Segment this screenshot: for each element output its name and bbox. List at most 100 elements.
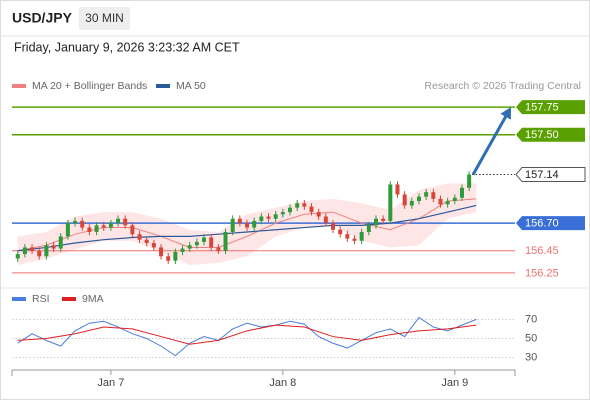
legend-swatch	[156, 84, 170, 88]
candle-body	[424, 192, 429, 197]
candle-body	[323, 216, 328, 224]
candle-body	[409, 201, 414, 206]
candle-body	[230, 218, 235, 232]
current-price-tag	[515, 167, 586, 183]
level-label: 156.45	[525, 245, 559, 257]
candle-body	[94, 225, 99, 232]
candle-body	[180, 248, 185, 252]
level-label: 156.25	[525, 267, 559, 279]
candle-body	[416, 196, 421, 202]
candle-body	[80, 220, 85, 228]
candle-body	[73, 220, 78, 224]
candle-body	[223, 231, 228, 251]
source: Research © 2026 Trading Central	[424, 80, 581, 92]
level-label: 157.75	[525, 102, 559, 114]
candle-body	[166, 256, 171, 261]
candle-body	[452, 197, 457, 202]
target-arrow	[471, 111, 510, 176]
level-tag	[516, 216, 585, 231]
candle-body	[209, 237, 214, 248]
candle-body	[431, 192, 436, 199]
legend-label: MA 20 + Bollinger Bands	[32, 80, 147, 92]
candle-body	[438, 198, 443, 205]
candle-body	[137, 234, 142, 240]
candle-body	[194, 241, 199, 246]
ma20-line	[17, 198, 477, 252]
legend-swatch	[12, 297, 26, 301]
candle-body	[366, 225, 371, 232]
candle-body	[187, 245, 192, 249]
interval[interactable]: 30 MIN	[85, 11, 124, 25]
legend-label: MA 50	[176, 80, 206, 92]
y-tick-label: 70	[525, 313, 537, 325]
candle-body	[388, 184, 393, 221]
candle-body	[345, 234, 350, 239]
level-tag	[516, 127, 585, 142]
target-arrow-head	[500, 107, 511, 120]
candle-body	[51, 245, 56, 249]
candle-body	[58, 236, 63, 249]
candle-body	[402, 194, 407, 206]
candle-body	[116, 218, 121, 224]
symbol: USD/JPY	[12, 10, 73, 26]
candle-body	[373, 218, 378, 226]
candle-body	[30, 247, 35, 251]
candle-body	[101, 225, 106, 228]
candle-body	[359, 231, 364, 241]
candle-body	[288, 207, 293, 213]
legend-label: 9MA	[82, 293, 104, 305]
candle-body	[331, 223, 336, 230]
candle-body	[302, 203, 307, 207]
candle-body	[202, 237, 207, 242]
candle-body	[252, 220, 257, 228]
candle-body	[295, 203, 300, 208]
candle-body	[309, 206, 314, 213]
candle-body	[216, 247, 221, 251]
level-label: 156.70	[525, 218, 559, 230]
x-tick-label: Jan 9	[441, 377, 468, 389]
x-tick-label: Jan 7	[97, 377, 124, 389]
legend-swatch	[12, 84, 26, 88]
candle-body	[467, 174, 472, 188]
candle-body	[266, 216, 271, 219]
candle-body	[65, 223, 70, 237]
candle-body	[108, 223, 113, 228]
candle-body	[44, 245, 49, 257]
rsi-line	[17, 324, 477, 345]
ma50-line	[17, 204, 477, 252]
current-price-label: 157.14	[525, 169, 559, 181]
timestamp: Friday, January 9, 2026 3:23:32 AM CET	[14, 40, 240, 54]
legend-swatch	[62, 297, 76, 301]
candle-body	[352, 238, 357, 241]
x-tick-label: Jan 8	[269, 377, 296, 389]
candle-body	[123, 218, 128, 226]
candle-body	[130, 225, 135, 235]
candle-body	[459, 187, 464, 198]
candle-body	[245, 223, 250, 228]
candle-body	[381, 218, 386, 221]
rsi-line	[17, 316, 477, 357]
candle-body	[37, 250, 42, 257]
candle-body	[280, 212, 285, 215]
candle-body	[144, 239, 149, 244]
candle-body	[87, 227, 92, 232]
candle-body	[395, 184, 400, 195]
legend-label: RSI	[32, 293, 50, 305]
candle-body	[259, 216, 264, 221]
candle-body	[173, 251, 178, 261]
candle-body	[445, 201, 450, 205]
candle-body	[316, 212, 321, 217]
interval-box[interactable]	[79, 7, 130, 30]
level-label: 157.50	[525, 129, 559, 141]
y-tick-label: 50	[525, 332, 537, 344]
candle-body	[273, 214, 278, 219]
candle-body	[151, 243, 156, 248]
y-tick-label: 30	[525, 351, 537, 363]
candle-body	[237, 218, 242, 224]
candle-body	[15, 254, 20, 259]
candle-body	[338, 229, 343, 235]
candle-body	[22, 247, 27, 255]
candle-body	[159, 247, 164, 257]
